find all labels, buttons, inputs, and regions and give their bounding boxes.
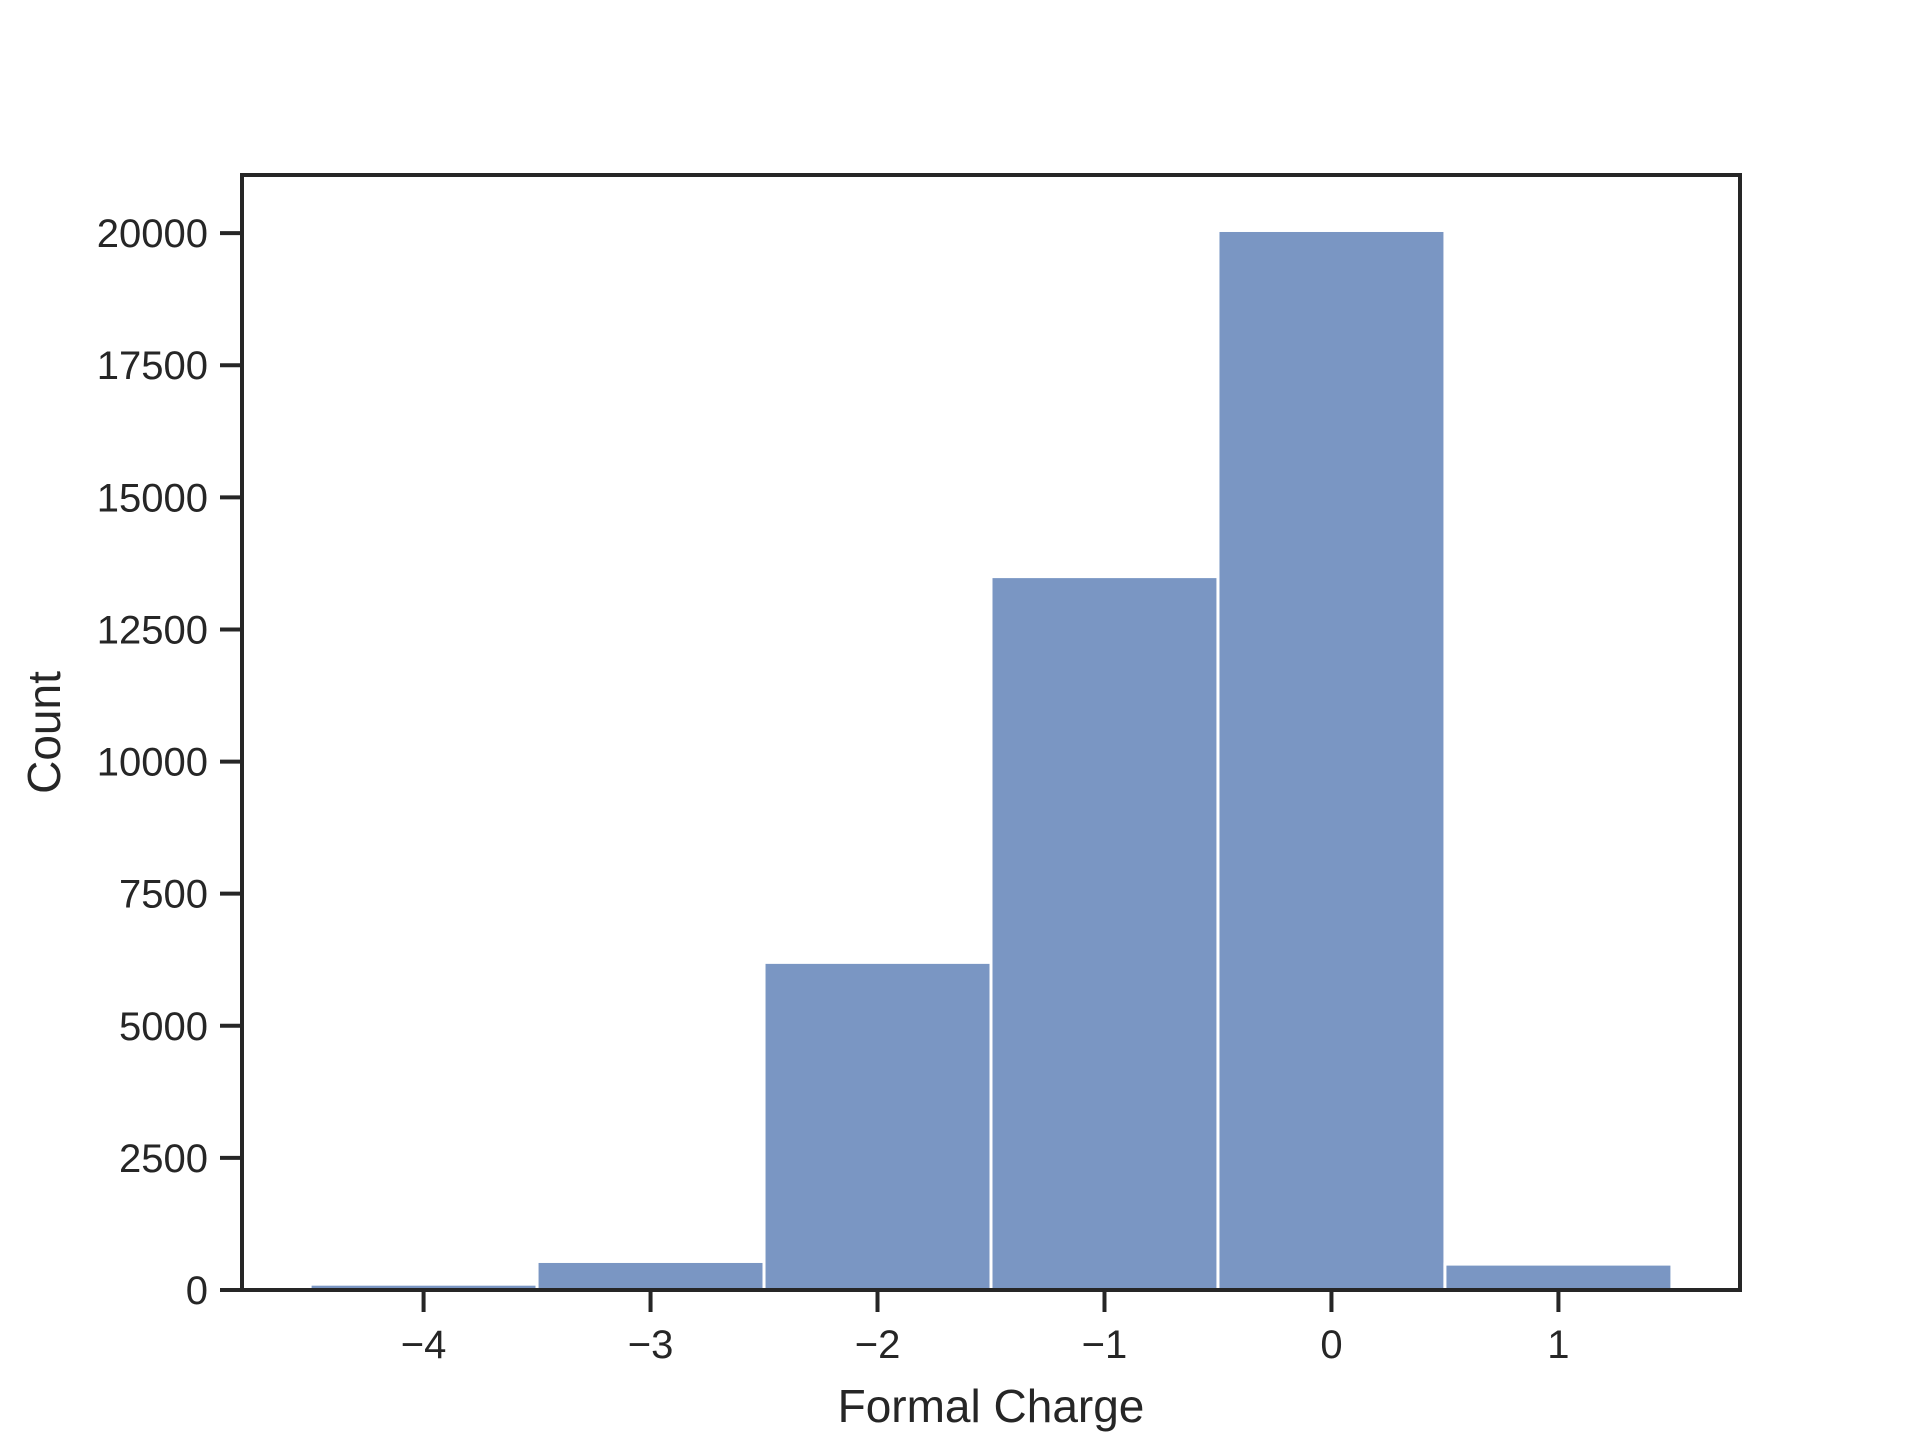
x-tick-label: 1 <box>1547 1323 1569 1367</box>
y-tick-label: 15000 <box>97 476 208 520</box>
bar-0 <box>1216 228 1447 1292</box>
x-tick-label: −2 <box>855 1323 901 1367</box>
x-axis-ticks: −4 −3 −2 −1 0 1 <box>401 1290 1570 1367</box>
y-tick-label: 7500 <box>119 873 208 917</box>
x-tick-label: −4 <box>401 1323 447 1367</box>
y-tick-label: 10000 <box>97 741 208 785</box>
y-axis-label: Count <box>18 671 70 794</box>
y-axis-ticks: 0 2500 5000 7500 10000 12500 15000 17500 20000 <box>97 212 242 1313</box>
y-tick-label: 5000 <box>119 1005 208 1049</box>
y-tick-label: 12500 <box>97 608 208 652</box>
bars <box>308 228 1674 1292</box>
x-tick-label: −3 <box>628 1323 674 1367</box>
bar-1 <box>1443 1262 1674 1292</box>
x-axis-label: Formal Charge <box>838 1380 1145 1432</box>
x-tick-label: −1 <box>1082 1323 1128 1367</box>
y-tick-label: 0 <box>186 1269 208 1313</box>
x-tick-label: 0 <box>1320 1323 1342 1367</box>
bar--3 <box>535 1259 766 1292</box>
y-tick-label: 20000 <box>97 212 208 256</box>
plot-frame <box>240 173 1742 1292</box>
bar--2 <box>762 960 993 1292</box>
y-tick-label: 2500 <box>119 1137 208 1181</box>
bar--1 <box>989 575 1220 1292</box>
y-tick-label: 17500 <box>97 344 208 388</box>
